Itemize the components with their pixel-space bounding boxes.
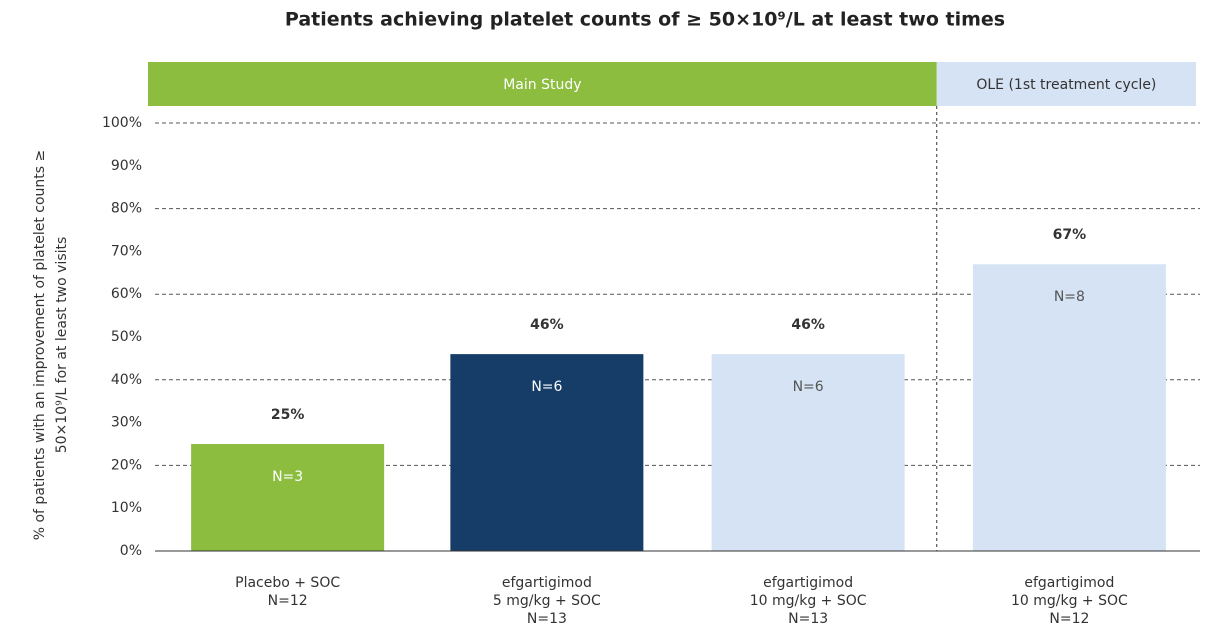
x-tick-label: N=13 (788, 611, 828, 627)
section-header (148, 62, 937, 106)
y-axis-label-line: % of patients with an improvement of pla… (32, 150, 48, 541)
y-tick-label: 70% (111, 243, 142, 259)
bar-label: N=6 (531, 379, 562, 395)
x-tick-label: efgartigimod (763, 575, 853, 591)
y-tick-label: 30% (111, 415, 142, 431)
bar-label: N=6 (793, 379, 824, 395)
y-tick-label: 0% (120, 543, 142, 559)
section-label: OLE (1st treatment cycle) (976, 77, 1156, 93)
y-tick-label: 60% (111, 286, 142, 302)
x-tick-label: 10 mg/kg + SOC (750, 593, 867, 609)
section-header (936, 62, 1196, 106)
section-label: Main Study (503, 77, 581, 93)
bar-label: N=3 (272, 469, 303, 485)
y-tick-label: 40% (111, 372, 142, 388)
value-label: 46% (791, 317, 825, 333)
bar (450, 354, 644, 551)
x-tick-label: N=13 (527, 611, 567, 627)
x-tick-label: efgartigimod (1024, 575, 1114, 591)
bar (191, 444, 385, 551)
bar-label: N=8 (1054, 289, 1085, 305)
x-tick-label: 10 mg/kg + SOC (1011, 593, 1128, 609)
chart-title: Patients achieving platelet counts of ≥ … (285, 9, 1005, 31)
y-tick-label: 80% (111, 201, 142, 217)
x-tick-label: N=12 (1049, 611, 1089, 627)
x-tick-label: Placebo + SOC (235, 575, 340, 591)
bar (972, 264, 1166, 551)
value-label: 46% (530, 317, 564, 333)
value-label: 67% (1053, 227, 1087, 243)
y-tick-label: 10% (111, 500, 142, 516)
y-tick-label: 20% (111, 457, 142, 473)
x-tick-label: N=12 (268, 593, 308, 609)
x-tick-label: efgartigimod (502, 575, 592, 591)
x-tick-label: 5 mg/kg + SOC (493, 593, 601, 609)
bar (711, 354, 905, 551)
y-tick-label: 50% (111, 329, 142, 345)
y-axis-label-line: 50×10⁹/L for at least two visits (54, 237, 70, 454)
y-tick-label: 100% (102, 115, 142, 131)
y-tick-label: 90% (111, 158, 142, 174)
y-axis-label: % of patients with an improvement of pla… (32, 150, 70, 541)
value-label: 25% (271, 407, 305, 423)
